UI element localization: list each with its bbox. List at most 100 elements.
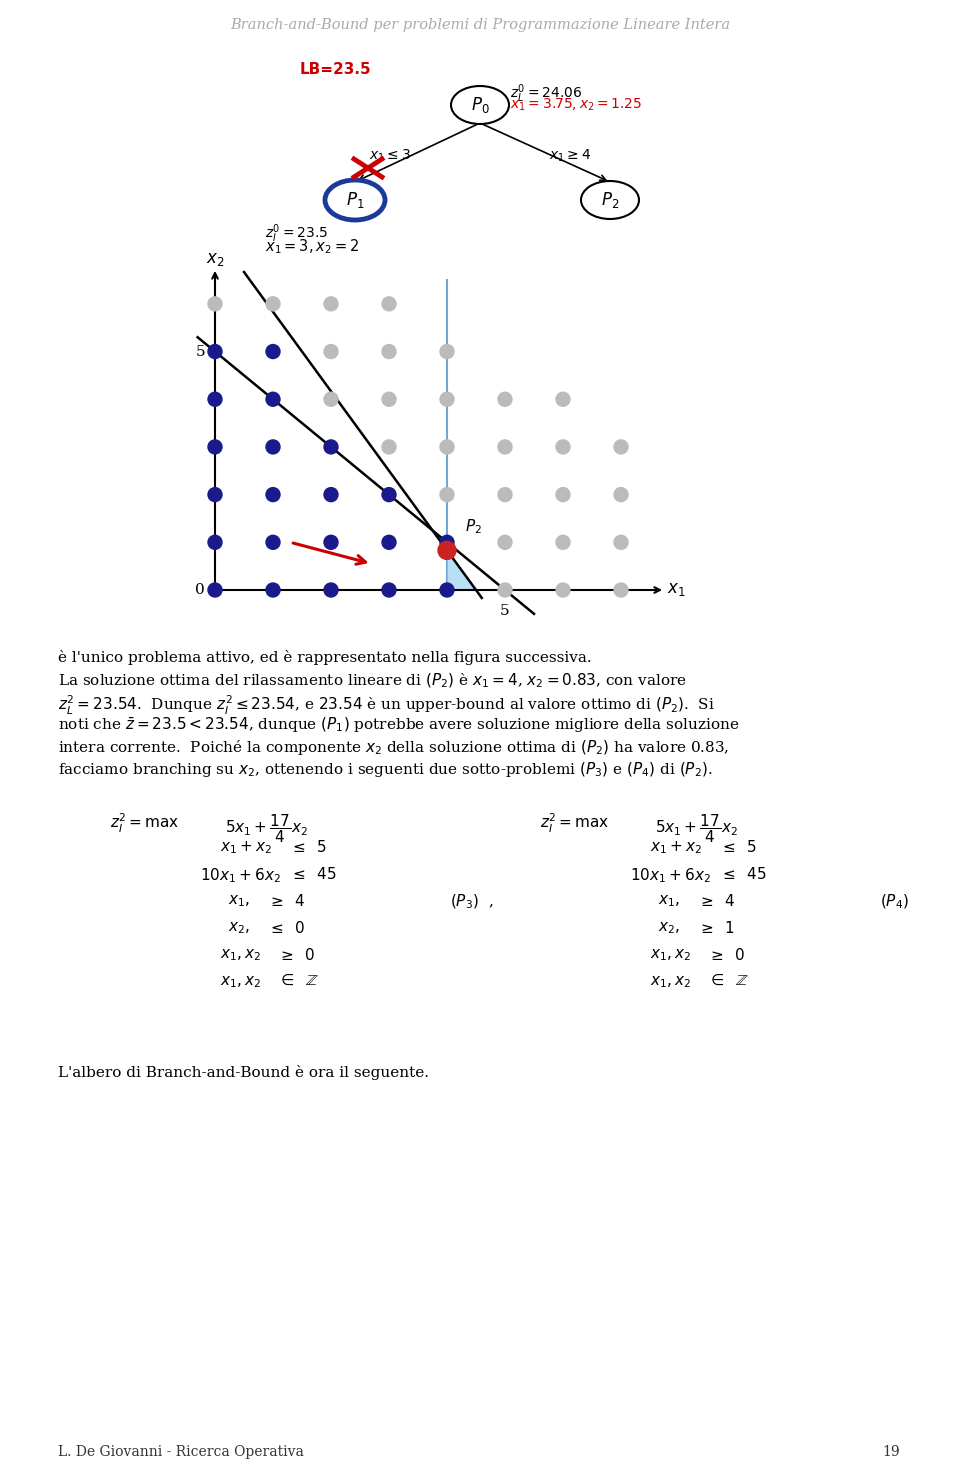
Text: $x_1, x_2$: $x_1, x_2$ — [650, 947, 691, 962]
Text: $x_1,$: $x_1,$ — [658, 893, 680, 909]
Circle shape — [440, 440, 454, 453]
Circle shape — [498, 392, 512, 406]
Text: $10x_1 + 6x_2$: $10x_1 + 6x_2$ — [630, 866, 710, 885]
Text: è l'unico problema attivo, ed è rappresentato nella figura successiva.: è l'unico problema attivo, ed è rapprese… — [58, 651, 591, 665]
Circle shape — [324, 488, 338, 501]
Text: noti che $\bar{z} = 23.5 < 23.54$, dunque $(P_1)$ potrebbe avere soluzione migli: noti che $\bar{z} = 23.5 < 23.54$, dunqu… — [58, 716, 739, 735]
Circle shape — [382, 440, 396, 453]
Circle shape — [266, 535, 280, 550]
Text: $\geq \;\; 4$: $\geq \;\; 4$ — [698, 893, 735, 909]
Circle shape — [324, 392, 338, 406]
Circle shape — [614, 535, 628, 550]
Circle shape — [438, 541, 456, 560]
Circle shape — [208, 488, 222, 501]
Text: $x_1 = 3, x_2 = 2$: $x_1 = 3, x_2 = 2$ — [265, 237, 359, 256]
Text: $\geq \;\; 0$: $\geq \;\; 0$ — [708, 947, 746, 963]
Text: $x_2$: $x_2$ — [205, 251, 225, 269]
Text: $x_1 = 3.75, x_2 = 1.25$: $x_1 = 3.75, x_2 = 1.25$ — [510, 96, 642, 114]
Circle shape — [208, 535, 222, 550]
Circle shape — [440, 392, 454, 406]
Circle shape — [556, 392, 570, 406]
Text: $5x_1 + \dfrac{17}{4}x_2$: $5x_1 + \dfrac{17}{4}x_2$ — [655, 811, 737, 845]
Polygon shape — [447, 550, 476, 591]
Text: $\leq \;\; 45$: $\leq \;\; 45$ — [720, 866, 767, 882]
Text: $\in \;\; \mathbb{Z}$: $\in \;\; \mathbb{Z}$ — [708, 974, 749, 988]
Circle shape — [440, 345, 454, 358]
Text: $\leq \;\; 45$: $\leq \;\; 45$ — [290, 866, 337, 882]
Circle shape — [382, 297, 396, 311]
Text: $z^0_L = 24.06$: $z^0_L = 24.06$ — [510, 82, 583, 105]
Text: L'albero di Branch-and-Bound è ora il seguente.: L'albero di Branch-and-Bound è ora il se… — [58, 1064, 429, 1080]
Text: $z_L^2 = 23.54$.  Dunque $z_I^2 \leq 23.54$, e $23.54$ è un upper-bound al valor: $z_L^2 = 23.54$. Dunque $z_I^2 \leq 23.5… — [58, 694, 715, 718]
Ellipse shape — [451, 86, 509, 124]
Circle shape — [266, 345, 280, 358]
Text: $x_2,$: $x_2,$ — [228, 920, 250, 936]
Text: $z_I^2 = \max$: $z_I^2 = \max$ — [540, 811, 610, 835]
Circle shape — [266, 488, 280, 501]
Text: 0: 0 — [195, 583, 205, 596]
Circle shape — [498, 440, 512, 453]
Circle shape — [266, 440, 280, 453]
Text: $x_1 + x_2$: $x_1 + x_2$ — [650, 839, 702, 855]
Text: $x_1, x_2$: $x_1, x_2$ — [220, 947, 261, 962]
Circle shape — [208, 583, 222, 596]
Text: 19: 19 — [882, 1444, 900, 1459]
Ellipse shape — [325, 180, 385, 219]
Circle shape — [382, 392, 396, 406]
Circle shape — [266, 583, 280, 596]
Circle shape — [324, 583, 338, 596]
Circle shape — [208, 392, 222, 406]
Text: 5: 5 — [196, 345, 205, 358]
Text: $10x_1 + 6x_2$: $10x_1 + 6x_2$ — [200, 866, 280, 885]
Text: $z^0_I = 23.5$: $z^0_I = 23.5$ — [265, 222, 328, 244]
Text: $x_1 + x_2$: $x_1 + x_2$ — [220, 839, 272, 855]
Text: $x_1 \leq 3$: $x_1 \leq 3$ — [369, 148, 411, 164]
Circle shape — [324, 440, 338, 453]
Ellipse shape — [581, 181, 639, 219]
Text: La soluzione ottima del rilassamento lineare di $(P_2)$ è $x_1 = 4$, $x_2 = 0.83: La soluzione ottima del rilassamento lin… — [58, 673, 686, 690]
Text: $x_1, x_2$: $x_1, x_2$ — [220, 974, 261, 990]
Circle shape — [498, 583, 512, 596]
Circle shape — [382, 488, 396, 501]
Text: $x_1$: $x_1$ — [666, 582, 685, 598]
Circle shape — [324, 535, 338, 550]
Circle shape — [208, 345, 222, 358]
Text: $(P_3)$  ,: $(P_3)$ , — [450, 893, 493, 911]
Circle shape — [440, 583, 454, 596]
Circle shape — [614, 440, 628, 453]
Text: $\geq \;\; 1$: $\geq \;\; 1$ — [698, 920, 735, 936]
Text: $(P_4)$: $(P_4)$ — [880, 893, 909, 911]
Circle shape — [266, 297, 280, 311]
Text: $\geq \;\; 4$: $\geq \;\; 4$ — [268, 893, 305, 909]
Text: $\leq \;\; 5$: $\leq \;\; 5$ — [290, 839, 327, 855]
Text: facciamo branching su $x_2$, ottenendo i seguenti due sotto-problemi $(P_3)$ e $: facciamo branching su $x_2$, ottenendo i… — [58, 760, 712, 779]
Text: $P_2$: $P_2$ — [601, 190, 619, 211]
Circle shape — [324, 297, 338, 311]
Text: $\in \;\; \mathbb{Z}$: $\in \;\; \mathbb{Z}$ — [278, 974, 319, 988]
Text: $P_2$: $P_2$ — [465, 518, 482, 537]
Circle shape — [556, 535, 570, 550]
Circle shape — [324, 345, 338, 358]
Text: $\leq \;\; 5$: $\leq \;\; 5$ — [720, 839, 757, 855]
Text: $x_1 \geq 4$: $x_1 \geq 4$ — [549, 148, 591, 164]
Circle shape — [498, 535, 512, 550]
Circle shape — [440, 488, 454, 501]
Text: $P_1$: $P_1$ — [346, 190, 364, 211]
Circle shape — [382, 583, 396, 596]
Text: $x_2,$: $x_2,$ — [658, 920, 680, 936]
Text: 5: 5 — [500, 604, 510, 618]
Circle shape — [382, 345, 396, 358]
Circle shape — [208, 440, 222, 453]
Text: L. De Giovanni - Ricerca Operativa: L. De Giovanni - Ricerca Operativa — [58, 1444, 304, 1459]
Text: LB=23.5: LB=23.5 — [300, 61, 372, 77]
Circle shape — [440, 535, 454, 550]
Text: $\leq \;\; 0$: $\leq \;\; 0$ — [268, 920, 305, 936]
Text: Branch-and-Bound per problemi di Programmazione Lineare Intera: Branch-and-Bound per problemi di Program… — [230, 18, 730, 32]
Circle shape — [556, 488, 570, 501]
Text: intera corrente.  Poiché la componente $x_2$ della soluzione ottima di $(P_2)$ h: intera corrente. Poiché la componente $x… — [58, 738, 729, 757]
Text: $x_1,$: $x_1,$ — [228, 893, 250, 909]
Text: $z_I^2 = \max$: $z_I^2 = \max$ — [110, 811, 180, 835]
Circle shape — [614, 488, 628, 501]
Circle shape — [208, 297, 222, 311]
Text: $5x_1 + \dfrac{17}{4}x_2$: $5x_1 + \dfrac{17}{4}x_2$ — [225, 811, 308, 845]
